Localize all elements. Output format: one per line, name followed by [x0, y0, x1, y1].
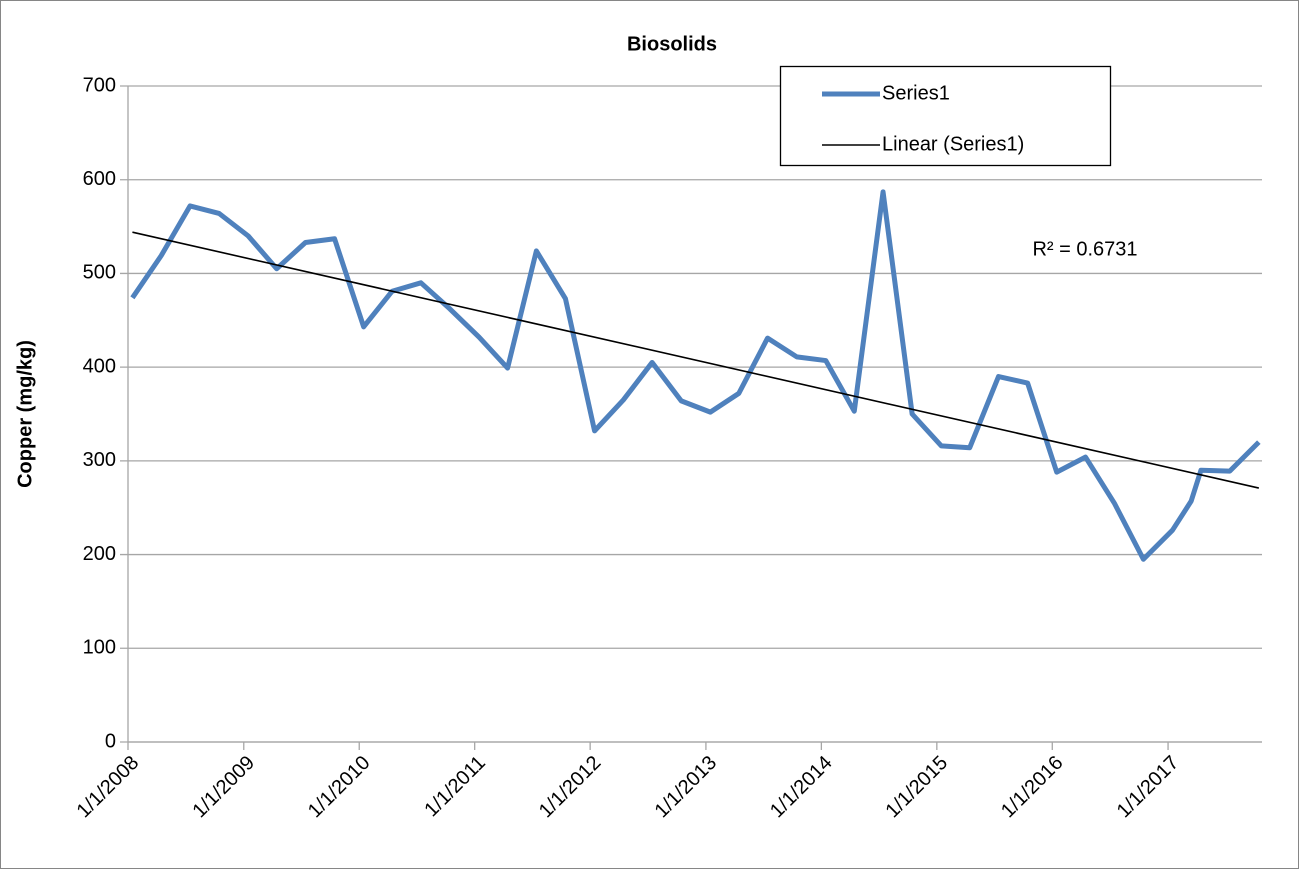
- legend-label: Linear (Series1): [882, 133, 1024, 155]
- legend-box: [779, 65, 1112, 167]
- y-tick-label: 200: [83, 543, 116, 565]
- y-tick-label: 700: [83, 74, 116, 96]
- y-tick-label: 0: [105, 730, 116, 752]
- trendline: [132, 231, 1260, 489]
- y-axis-label: Copper (mg/kg): [14, 340, 36, 488]
- y-tick-label: 500: [83, 262, 116, 284]
- y-tick-label: 300: [83, 449, 116, 471]
- chart-title: Biosolids: [627, 33, 717, 55]
- legend-label: Series1: [882, 82, 950, 104]
- annotation: R² = 0.6731: [1032, 238, 1137, 260]
- series-line: [130, 189, 1261, 562]
- y-tick-label: 600: [83, 168, 116, 190]
- y-tick-label: 100: [83, 637, 116, 659]
- y-tick-label: 400: [83, 355, 116, 377]
